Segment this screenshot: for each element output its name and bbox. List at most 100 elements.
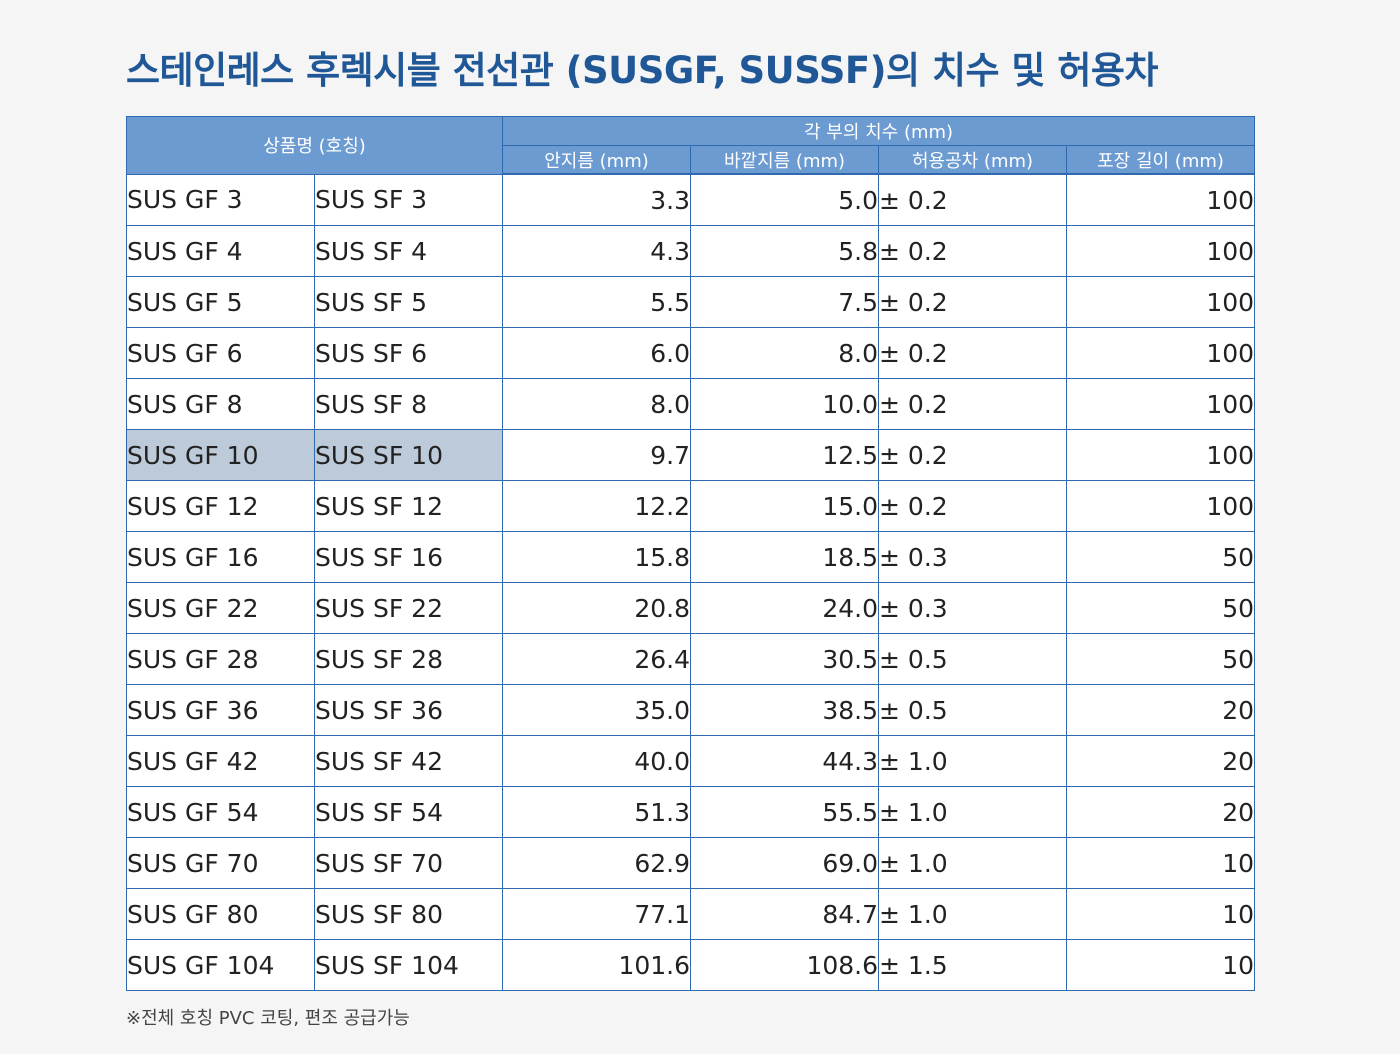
cell-package-length: 100: [1066, 276, 1256, 328]
cell-gf-name: SUS GF 70: [126, 837, 315, 889]
cell-gf-name: SUS GF 16: [126, 531, 315, 583]
cell-gf-name: SUS GF 3: [126, 173, 315, 226]
cell-outer-diameter: 30.5: [690, 633, 880, 685]
cell-inner-diameter: 77.1: [502, 888, 692, 940]
cell-tolerance: ± 0.2: [878, 225, 1068, 277]
table-row: SUS GF 16 SUS SF 16 15.8 18.5 ± 0.3 50: [126, 531, 1256, 583]
cell-sf-name: SUS SF 5: [313, 276, 504, 328]
cell-gf-name: SUS GF 42: [126, 735, 315, 787]
cell-tolerance: ± 0.3: [878, 582, 1068, 634]
table-row: SUS GF 12 SUS SF 12 12.2 15.0 ± 0.2 100: [126, 480, 1256, 532]
cell-tolerance: ± 1.0: [878, 888, 1068, 940]
header-package-length: 포장 길이 (mm): [1066, 145, 1256, 175]
cell-outer-diameter: 108.6: [690, 939, 880, 991]
cell-outer-diameter: 84.7: [690, 888, 880, 940]
cell-gf-name: SUS GF 8: [126, 378, 315, 430]
cell-outer-diameter: 15.0: [690, 480, 880, 532]
cell-outer-diameter: 38.5: [690, 684, 880, 736]
cell-gf-name: SUS GF 36: [126, 684, 315, 736]
cell-inner-diameter: 26.4: [502, 633, 692, 685]
cell-package-length: 100: [1066, 378, 1256, 430]
cell-tolerance: ± 0.2: [878, 480, 1068, 532]
table-row: SUS GF 70 SUS SF 70 62.9 69.0 ± 1.0 10: [126, 837, 1256, 889]
table-row: SUS GF 42 SUS SF 42 40.0 44.3 ± 1.0 20: [126, 735, 1256, 787]
cell-sf-name: SUS SF 104: [313, 939, 504, 991]
cell-tolerance: ± 1.0: [878, 735, 1068, 787]
cell-outer-diameter: 7.5: [690, 276, 880, 328]
cell-package-length: 100: [1066, 173, 1256, 226]
cell-package-length: 10: [1066, 939, 1256, 991]
cell-inner-diameter: 5.5: [502, 276, 692, 328]
page-title: 스테인레스 후렉시블 전선관 (SUSGF, SUSSF)의 치수 및 허용차: [126, 49, 1158, 92]
cell-sf-name: SUS SF 22: [313, 582, 504, 634]
cell-package-length: 100: [1066, 225, 1256, 277]
header-outer-diameter: 바깥지름 (mm): [690, 145, 880, 175]
table-row: SUS GF 3 SUS SF 3 3.3 5.0 ± 0.2 100: [126, 173, 1256, 226]
cell-package-length: 20: [1066, 786, 1256, 838]
cell-package-length: 10: [1066, 888, 1256, 940]
cell-gf-name: SUS GF 28: [126, 633, 315, 685]
cell-sf-name: SUS SF 4: [313, 225, 504, 277]
cell-inner-diameter: 6.0: [502, 327, 692, 379]
cell-gf-name: SUS GF 22: [126, 582, 315, 634]
cell-tolerance: ± 0.5: [878, 684, 1068, 736]
cell-inner-diameter: 40.0: [502, 735, 692, 787]
cell-package-length: 100: [1066, 327, 1256, 379]
table-row: SUS GF 22 SUS SF 22 20.8 24.0 ± 0.3 50: [126, 582, 1256, 634]
cell-outer-diameter: 55.5: [690, 786, 880, 838]
cell-sf-name: SUS SF 42: [313, 735, 504, 787]
cell-tolerance: ± 0.2: [878, 429, 1068, 481]
cell-package-length: 50: [1066, 531, 1256, 583]
table-row: SUS GF 8 SUS SF 8 8.0 10.0 ± 0.2 100: [126, 378, 1256, 430]
cell-package-length: 100: [1066, 429, 1256, 481]
footnote: ※전체 호칭 PVC 코팅, 편조 공급가능: [126, 1008, 410, 1029]
cell-sf-name: SUS SF 70: [313, 837, 504, 889]
cell-sf-name: SUS SF 3: [313, 173, 504, 226]
cell-sf-name: SUS SF 12: [313, 480, 504, 532]
header-dimensions-group: 각 부의 치수 (mm): [502, 116, 1256, 146]
cell-tolerance: ± 1.5: [878, 939, 1068, 991]
cell-tolerance: ± 0.5: [878, 633, 1068, 685]
table-row: SUS GF 5 SUS SF 5 5.5 7.5 ± 0.2 100: [126, 276, 1256, 328]
cell-outer-diameter: 8.0: [690, 327, 880, 379]
header-tolerance: 허용공차 (mm): [878, 145, 1068, 175]
table-row: SUS GF 4 SUS SF 4 4.3 5.8 ± 0.2 100: [126, 225, 1256, 277]
cell-tolerance: ± 0.3: [878, 531, 1068, 583]
cell-outer-diameter: 24.0: [690, 582, 880, 634]
cell-inner-diameter: 12.2: [502, 480, 692, 532]
cell-outer-diameter: 5.0: [690, 173, 880, 226]
cell-outer-diameter: 44.3: [690, 735, 880, 787]
cell-package-length: 50: [1066, 633, 1256, 685]
cell-inner-diameter: 20.8: [502, 582, 692, 634]
cell-inner-diameter: 8.0: [502, 378, 692, 430]
cell-gf-name: SUS GF 80: [126, 888, 315, 940]
cell-gf-name: SUS GF 104: [126, 939, 315, 991]
table-row: SUS GF 80 SUS SF 80 77.1 84.7 ± 1.0 10: [126, 888, 1256, 940]
cell-outer-diameter: 10.0: [690, 378, 880, 430]
cell-gf-name: SUS GF 4: [126, 225, 315, 277]
cell-tolerance: ± 1.0: [878, 837, 1068, 889]
cell-package-length: 20: [1066, 735, 1256, 787]
table-row: SUS GF 36 SUS SF 36 35.0 38.5 ± 0.5 20: [126, 684, 1256, 736]
cell-sf-name: SUS SF 80: [313, 888, 504, 940]
table-row: SUS GF 10 SUS SF 10 9.7 12.5 ± 0.2 100: [126, 429, 1256, 481]
cell-gf-name: SUS GF 10: [126, 429, 315, 481]
cell-inner-diameter: 3.3: [502, 173, 692, 226]
table-row: SUS GF 104 SUS SF 104 101.6 108.6 ± 1.5 10: [126, 939, 1256, 991]
cell-package-length: 20: [1066, 684, 1256, 736]
cell-tolerance: ± 0.2: [878, 173, 1068, 226]
cell-gf-name: SUS GF 5: [126, 276, 315, 328]
cell-package-length: 10: [1066, 837, 1256, 889]
cell-inner-diameter: 35.0: [502, 684, 692, 736]
table-row: SUS GF 28 SUS SF 28 26.4 30.5 ± 0.5 50: [126, 633, 1256, 685]
cell-tolerance: ± 0.2: [878, 276, 1068, 328]
cell-package-length: 100: [1066, 480, 1256, 532]
cell-outer-diameter: 69.0: [690, 837, 880, 889]
cell-sf-name: SUS SF 36: [313, 684, 504, 736]
cell-gf-name: SUS GF 54: [126, 786, 315, 838]
cell-sf-name: SUS SF 16: [313, 531, 504, 583]
cell-sf-name: SUS SF 28: [313, 633, 504, 685]
cell-outer-diameter: 12.5: [690, 429, 880, 481]
cell-tolerance: ± 1.0: [878, 786, 1068, 838]
header-inner-diameter: 안지름 (mm): [502, 145, 692, 175]
